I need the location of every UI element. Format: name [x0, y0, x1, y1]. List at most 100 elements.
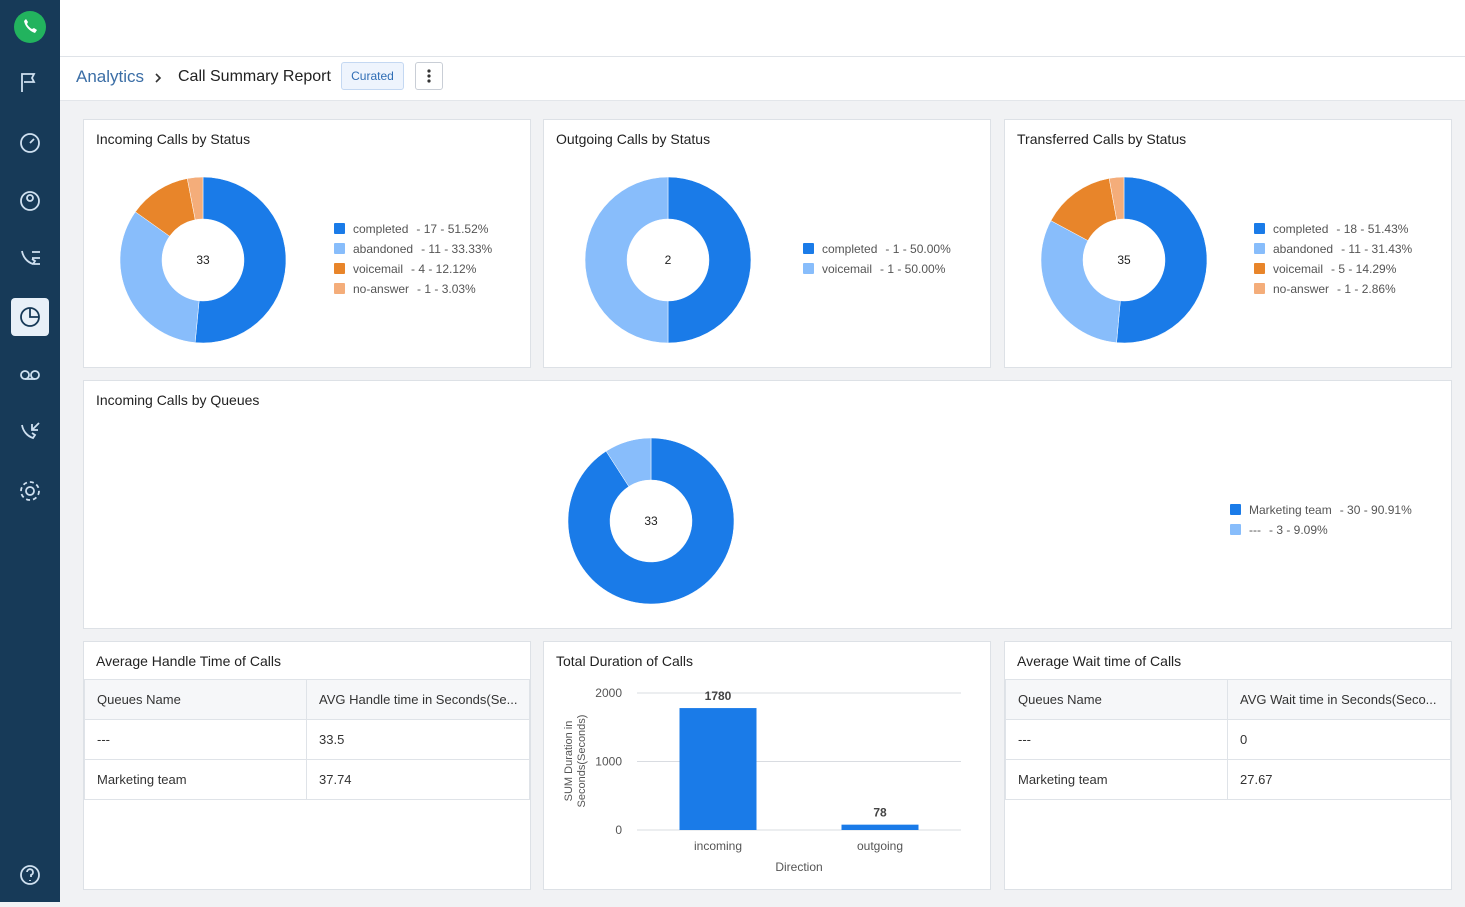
- nav-icon[interactable]: [21, 422, 40, 440]
- sidebar-icons: [11, 11, 49, 885]
- legend-entry: voicemail - 5 - 14.29%: [1273, 262, 1397, 276]
- donut-slice: [1108, 176, 1125, 220]
- legend-swatch: [803, 263, 814, 274]
- chart: 35 completed - 18 - 51.43% abandoned - 11 - …: [1040, 176, 1413, 344]
- legend-name: completed: [1273, 222, 1328, 236]
- legend-swatch: [803, 243, 814, 254]
- nav-icon[interactable]: [21, 73, 36, 92]
- kebab-icon: [427, 69, 431, 83]
- legend-value: - 1 - 50.00%: [885, 242, 951, 256]
- table-row: --- 33.5: [84, 719, 530, 760]
- nav-icon[interactable]: [20, 191, 40, 211]
- legend-name: completed: [353, 222, 408, 236]
- y-tick-label: 0: [615, 823, 622, 837]
- table-cell: 0: [1227, 719, 1451, 760]
- sidebar: [0, 0, 60, 902]
- breadcrumb-bar: Analytics Call Summary Report Curated: [60, 57, 1465, 101]
- header-row: Queues Name AVG Handle time in Seconds(Se…: [84, 679, 530, 720]
- panel-title: Total Duration of Calls: [556, 653, 693, 669]
- panel-title: Average Wait time of Calls: [1017, 653, 1182, 669]
- legend-entry: abandoned - 11 - 31.43%: [1273, 242, 1413, 256]
- legend-value: - 4 - 12.12%: [411, 262, 477, 276]
- legend-value: - 1 - 2.86%: [1337, 282, 1396, 296]
- legend-value: - 17 - 51.52%: [416, 222, 488, 236]
- legend-value: - 11 - 31.43%: [1341, 242, 1412, 256]
- legend-name: no-answer: [353, 282, 409, 296]
- chart: 33 completed - 17 - 51.52%abandoned - 11 - …: [119, 176, 493, 344]
- legend-entry: no-answer - 1 - 2.86%: [1273, 282, 1396, 296]
- legend-value: - 18 - 51.43%: [1336, 222, 1408, 236]
- legend-name: voicemail: [822, 262, 872, 276]
- legend-entry: voicemail - 1 - 50.00%: [822, 262, 946, 276]
- donut-slice: [119, 211, 200, 343]
- legend-name: completed: [822, 242, 877, 256]
- table-cell: 33.5: [306, 719, 530, 760]
- panel-title: Transferred Calls by Status: [1017, 131, 1187, 147]
- table-row: Marketing team 27.67: [1005, 759, 1451, 800]
- help-icon[interactable]: [20, 865, 40, 885]
- y-tick-label: 1000: [595, 755, 622, 769]
- legend-swatch: [1254, 223, 1265, 234]
- nav-icon[interactable]: [21, 250, 40, 266]
- legend-entry: abandoned - 11 - 33.33%: [353, 242, 493, 256]
- panel: Incoming Calls by Queues 33 Marketing team…: [83, 380, 1452, 629]
- legend-entry: --- - 3 - 9.09%: [1249, 523, 1328, 537]
- panel: Total Duration of Calls 0 1000 2000 1780 inco…: [543, 641, 991, 890]
- donut-slice: [605, 437, 652, 487]
- legend-name: Marketing team: [1249, 503, 1332, 517]
- donut-slice: [584, 176, 669, 344]
- panel-title: Outgoing Calls by Status: [556, 131, 711, 147]
- column-header: AVG Handle time in Seconds(Se...: [306, 679, 530, 720]
- column-header: Queues Name: [1005, 679, 1228, 720]
- donut-total: 35: [1117, 253, 1131, 267]
- legend-name: abandoned: [353, 242, 413, 256]
- table-row: Marketing team 37.74: [84, 759, 530, 800]
- data-table: Queues Name AVG Handle time in Seconds(Se…: [84, 679, 530, 800]
- breadcrumb-root[interactable]: Analytics: [76, 67, 145, 86]
- legend-swatch: [334, 283, 345, 294]
- donut-slice: [194, 176, 287, 344]
- x-tick-label: outgoing: [857, 839, 903, 853]
- table-cell: 37.74: [306, 759, 530, 800]
- donut-total: 33: [644, 514, 658, 528]
- panel: Transferred Calls by Status 35 completed - …: [1004, 119, 1452, 368]
- legend-name: voicemail: [1273, 262, 1323, 276]
- nav-icon[interactable]: [25, 486, 35, 496]
- table-cell: ---: [1005, 719, 1228, 760]
- legend-entry: completed - 1 - 50.00%: [822, 242, 951, 256]
- legend-entry: no-answer - 1 - 3.03%: [353, 282, 476, 296]
- donut-slice: [1040, 220, 1121, 343]
- legend-value: - 1 - 50.00%: [880, 262, 946, 276]
- panel: Incoming Calls by Status 33 completed - 17 …: [83, 119, 531, 368]
- legend-value: - 30 - 90.91%: [1340, 503, 1412, 517]
- nav-icon[interactable]: [20, 133, 40, 153]
- x-tick-label: incoming: [694, 839, 742, 853]
- donut-slice: [567, 437, 735, 605]
- chart: 33 Marketing team - 30 - 90.91% --- - 3 - 9.…: [567, 437, 1412, 605]
- logo[interactable]: [14, 11, 46, 43]
- legend-value: - 1 - 3.03%: [417, 282, 476, 296]
- nav-icon[interactable]: [20, 370, 30, 380]
- table-cell: ---: [84, 719, 307, 760]
- more-button[interactable]: [415, 62, 443, 90]
- chevron: [155, 73, 162, 83]
- x-axis-title: Direction: [775, 860, 822, 874]
- table-cell: 27.67: [1227, 759, 1451, 800]
- bar-value-label: 1780: [705, 689, 732, 703]
- panel-title: Average Handle Time of Calls: [96, 653, 281, 669]
- y-tick-label: 2000: [595, 686, 622, 700]
- legend-value: - 3 - 9.09%: [1269, 523, 1328, 537]
- column-header: AVG Wait time in Seconds(Seco...: [1227, 679, 1451, 720]
- donut-slice: [186, 176, 204, 221]
- legend-swatch: [1254, 283, 1265, 294]
- legend-entry: Marketing team - 30 - 90.91%: [1249, 503, 1412, 517]
- legend-name: voicemail: [353, 262, 403, 276]
- donut-slice: [1116, 176, 1208, 344]
- panel: Average Wait time of Calls Queues Name AVG…: [1004, 641, 1452, 890]
- legend-entry: voicemail - 4 - 12.12%: [353, 262, 477, 276]
- legend-entry: completed - 17 - 51.52%: [353, 222, 489, 236]
- bar-value-label: 78: [873, 806, 887, 820]
- legend-entry: completed - 18 - 51.43%: [1273, 222, 1409, 236]
